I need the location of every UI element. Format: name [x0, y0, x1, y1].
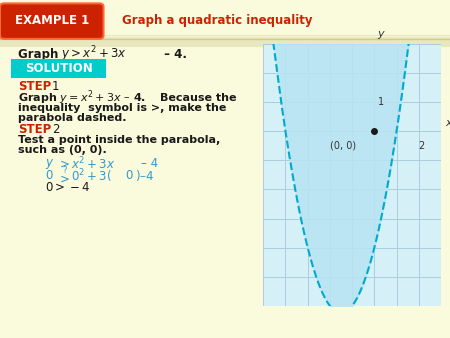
Text: Because the: Because the — [160, 93, 236, 103]
Text: – 4: – 4 — [141, 158, 158, 170]
Text: Graph a quadratic inequality: Graph a quadratic inequality — [122, 15, 312, 27]
Text: Graph: Graph — [18, 48, 63, 61]
Text: – 4.: – 4. — [160, 48, 187, 61]
FancyBboxPatch shape — [11, 59, 106, 78]
Text: EXAMPLE 1: EXAMPLE 1 — [14, 15, 89, 27]
Text: inequality  symbol is >, make the: inequality symbol is >, make the — [18, 103, 226, 113]
Text: STEP: STEP — [18, 80, 51, 93]
Text: $) – 4$: $) – 4$ — [135, 168, 154, 183]
Text: 2: 2 — [52, 123, 59, 136]
Text: $\overset{?}{>}$: $\overset{?}{>}$ — [57, 165, 70, 186]
Text: (0, 0): (0, 0) — [330, 141, 356, 151]
Text: Graph $y = x^2 + 3x$ – 4.: Graph $y = x^2 + 3x$ – 4. — [18, 89, 147, 107]
FancyBboxPatch shape — [0, 0, 450, 41]
Text: SOLUTION: SOLUTION — [25, 62, 92, 75]
Text: x: x — [446, 118, 450, 128]
Text: $> x^2 + 3x$: $> x^2 + 3x$ — [57, 155, 116, 172]
Text: Test a point inside the parabola,: Test a point inside the parabola, — [18, 135, 220, 145]
Text: $0^2 + 3($: $0^2 + 3($ — [71, 167, 112, 185]
Text: parabola dashed.: parabola dashed. — [18, 113, 126, 123]
Text: 2: 2 — [418, 141, 424, 151]
Text: such as (0, 0).: such as (0, 0). — [18, 145, 107, 155]
FancyBboxPatch shape — [0, 3, 104, 39]
Text: $y$: $y$ — [45, 157, 54, 171]
Text: 1: 1 — [52, 80, 59, 93]
Text: $y > x^2 + 3x$: $y > x^2 + 3x$ — [61, 44, 126, 64]
Text: $0 > -4$: $0 > -4$ — [45, 181, 90, 194]
Text: $0$: $0$ — [125, 169, 134, 182]
Text: y: y — [378, 29, 384, 39]
Text: $0$: $0$ — [45, 169, 54, 182]
Text: STEP: STEP — [18, 123, 51, 136]
Text: 1: 1 — [378, 97, 384, 107]
